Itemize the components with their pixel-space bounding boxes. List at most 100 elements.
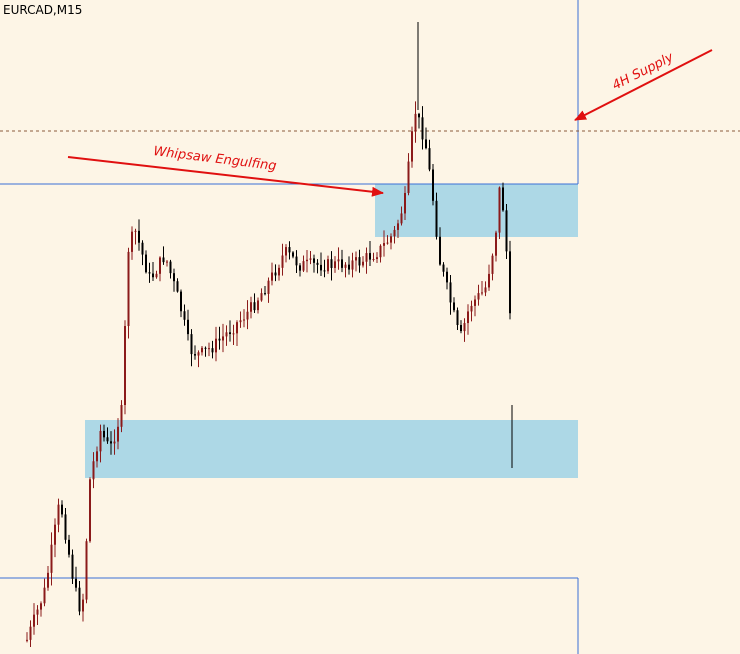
candle-part [439,236,441,265]
candle-part [173,273,175,282]
candle-part [33,614,35,627]
candle-part [449,282,452,303]
candle-part [131,231,133,252]
candle-part [208,348,210,350]
candle-part [225,332,228,337]
candle-part [54,524,56,545]
candle-part [127,251,130,327]
candle-part [68,539,70,555]
candle-part [75,578,77,588]
candle-part [313,258,315,263]
candle-part [407,161,410,194]
candle-part [456,310,459,326]
candle-part [113,441,116,444]
candle-part [148,272,151,274]
candle-part [309,258,312,260]
symbol-title: EURCAD,M15 [3,3,82,17]
candle-part [383,243,385,246]
candles [26,22,513,647]
candle-part [344,264,347,268]
candle-part [183,311,186,320]
candle-part [306,259,308,262]
candle-part [257,300,259,311]
candle-part [320,264,322,271]
candle-part [138,230,140,243]
candle-part [386,242,389,244]
candle-part [400,213,403,224]
candle-part [159,257,161,274]
candle-part [40,603,42,610]
candle-part [428,148,431,170]
candle-part [425,139,427,149]
candle-part [505,210,508,252]
demand-zone [85,420,578,478]
candle-part [267,280,270,294]
candle-part [323,270,326,272]
candle-part [337,259,340,262]
candle-part [64,514,67,540]
candle-part [260,293,263,301]
candle-part [271,272,273,281]
candle-part [85,541,88,600]
candle-part [390,236,392,243]
candle-part [393,229,396,237]
candle-part [442,264,445,272]
arrow [67,156,384,197]
candle-part [295,256,298,266]
candle-part [477,293,480,300]
candle-part [334,261,336,268]
candle-part [78,587,81,612]
candle-part [404,193,406,214]
candle-part [43,587,46,604]
candle-part [330,259,333,268]
candle-part [162,257,165,263]
candle-part [166,261,168,263]
candle-part [232,333,235,335]
candle-part [372,258,375,260]
candle-part [141,242,144,255]
candle-part [218,338,221,341]
candle-part [29,626,32,640]
candle-part [194,354,196,356]
candle-part [47,572,49,588]
candle-part [509,251,511,314]
candle-part [243,319,245,321]
candle-part [341,259,343,268]
candle-part [222,336,224,341]
candle-part [92,461,95,480]
candle-part [414,113,417,132]
candle-part [411,131,413,162]
candle-part [421,117,424,140]
candle-part [418,113,420,118]
candle-part [435,200,438,237]
candle-part [355,257,357,261]
candle-part [379,245,382,258]
candle-part [369,253,371,260]
candle-part [453,302,455,311]
candle-part [491,255,494,274]
candle-part [365,253,368,262]
candle-part [285,247,287,256]
candle-part [103,430,105,438]
candle-part [327,259,329,272]
candle-part [211,348,214,353]
candle-part [180,291,182,312]
candle-part [488,273,490,288]
candle-part [264,293,266,295]
candle-part [446,271,448,283]
candle-part [498,187,501,233]
candle-part [229,332,231,335]
candle-part [302,261,305,271]
candle-part [71,554,74,579]
candle-part [155,273,158,278]
candle-part [190,334,193,355]
candle-part [376,257,378,259]
candle-part [215,338,217,353]
candle-part [82,599,84,612]
candle-part [292,252,294,257]
candle-part [96,451,98,462]
candle-part [474,299,476,306]
